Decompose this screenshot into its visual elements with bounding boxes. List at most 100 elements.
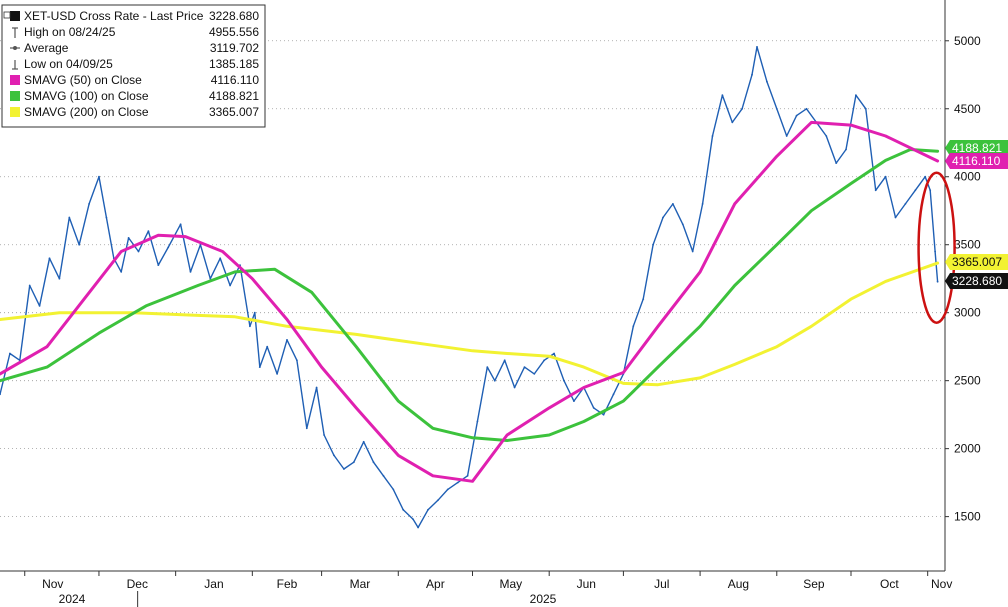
x-tick-label: May — [500, 577, 523, 591]
low-icon — [12, 60, 18, 70]
price-point — [543, 359, 546, 362]
price-point — [756, 46, 758, 48]
price-point — [343, 468, 345, 470]
price-point — [276, 373, 278, 375]
price-point — [437, 499, 439, 502]
price-point — [775, 107, 778, 110]
x-tick-label: Sep — [803, 577, 825, 591]
price-point — [476, 420, 479, 423]
price-point — [120, 271, 123, 273]
price-point — [392, 488, 395, 491]
price-point — [249, 325, 251, 328]
x-tick-label: Nov — [42, 577, 63, 591]
legend-value: 3365.007 — [209, 105, 259, 119]
x-tick-label: Nov — [931, 577, 952, 591]
legend-label: High on 08/24/25 — [24, 25, 116, 39]
legend-swatch — [10, 107, 20, 117]
legend-swatch — [10, 75, 20, 85]
price-point — [914, 189, 917, 192]
series-lines — [0, 46, 940, 529]
price-point — [642, 298, 645, 300]
legend-value: 4955.556 — [209, 25, 259, 39]
price-point — [179, 223, 182, 226]
price-point — [88, 203, 90, 205]
legend: XET-USD Cross Rate - Last Price 3228.680 H… — [1, 4, 266, 128]
price-point — [362, 440, 365, 443]
smavg-line-3 — [0, 261, 940, 387]
price-point — [533, 373, 536, 375]
highlight-ellipse — [917, 171, 956, 324]
x-tick-label: Apr — [426, 577, 445, 591]
price-point — [681, 223, 684, 226]
price-point — [612, 393, 615, 396]
price-point — [68, 216, 71, 219]
price-point — [105, 216, 108, 219]
price-point — [427, 508, 429, 511]
price-point — [157, 264, 160, 266]
x-tick-label: Jan — [204, 577, 223, 591]
price-point — [258, 366, 261, 368]
y-tick-label: 4500 — [954, 102, 981, 116]
price-point — [147, 230, 150, 233]
value-tag-label: 3365.007 — [952, 255, 1002, 269]
price-point — [523, 366, 526, 368]
price-point — [296, 359, 298, 362]
price-point — [0, 393, 1, 396]
value-tag-label: 4116.110 — [952, 154, 1001, 168]
value-tag-background — [945, 153, 1008, 169]
price-point — [266, 345, 269, 348]
price-point — [874, 189, 877, 192]
price-point — [785, 135, 788, 137]
value-tag: 4188.821 — [945, 140, 1008, 156]
price-point — [412, 518, 414, 521]
legend-label: XET-USD Cross Rate - Last Price — [24, 9, 204, 23]
legend-label: SMAVG (100) on Close — [24, 89, 149, 103]
price-point — [924, 175, 927, 178]
price-point — [731, 121, 734, 124]
legend-collapse-icon[interactable] — [3, 11, 11, 19]
y-tick-label: 4000 — [954, 170, 981, 184]
price-point — [402, 508, 405, 511]
price-point — [493, 379, 496, 382]
legend-item: Low on 04/09/25 1385.185 — [12, 57, 259, 71]
y-tick-label: 5000 — [954, 34, 981, 48]
price-point — [929, 189, 932, 192]
value-tag: 3228.680 — [945, 273, 1008, 289]
y-tick-label: 2000 — [954, 442, 981, 456]
value-tag: 3365.007 — [945, 254, 1008, 270]
legend-item: SMAVG (50) on Close 4116.110 — [10, 73, 259, 87]
smavg-line-1 — [0, 120, 940, 483]
legend-label: SMAVG (50) on Close — [24, 73, 142, 87]
x-tick-label: Jul — [654, 577, 669, 591]
price-point — [721, 94, 724, 97]
y-tick-label: 3000 — [954, 306, 981, 320]
price-point — [691, 250, 694, 253]
price-point — [672, 203, 674, 205]
price-point — [456, 481, 459, 484]
price-point — [766, 80, 768, 83]
price-point — [936, 280, 939, 283]
price-point — [884, 175, 887, 178]
legend-value: 1385.185 — [209, 57, 259, 71]
legend-item: High on 08/24/25 4955.556 — [12, 25, 259, 39]
price-point — [894, 216, 897, 219]
price-point — [28, 284, 31, 287]
legend-item: Average 3119.702 — [10, 41, 259, 55]
price-point — [573, 400, 575, 402]
legend-value: 4188.821 — [209, 89, 259, 103]
legend-box — [1, 4, 266, 128]
x-tick-label: Aug — [728, 577, 749, 591]
x-tick-label: Feb — [277, 577, 298, 591]
legend-item: SMAVG (100) on Close 4188.821 — [10, 89, 259, 103]
y-axis: 1500 2000 2500 3000 3500 4000 4500 5000 — [945, 34, 981, 524]
price-point — [855, 94, 857, 97]
legend-label: Low on 04/09/25 — [24, 57, 113, 71]
price-point — [825, 135, 828, 137]
price-point — [805, 107, 808, 110]
price-point — [315, 386, 318, 389]
price-point — [563, 379, 565, 382]
legend-swatch — [10, 11, 20, 21]
value-tag-label: 4188.821 — [952, 141, 1002, 155]
